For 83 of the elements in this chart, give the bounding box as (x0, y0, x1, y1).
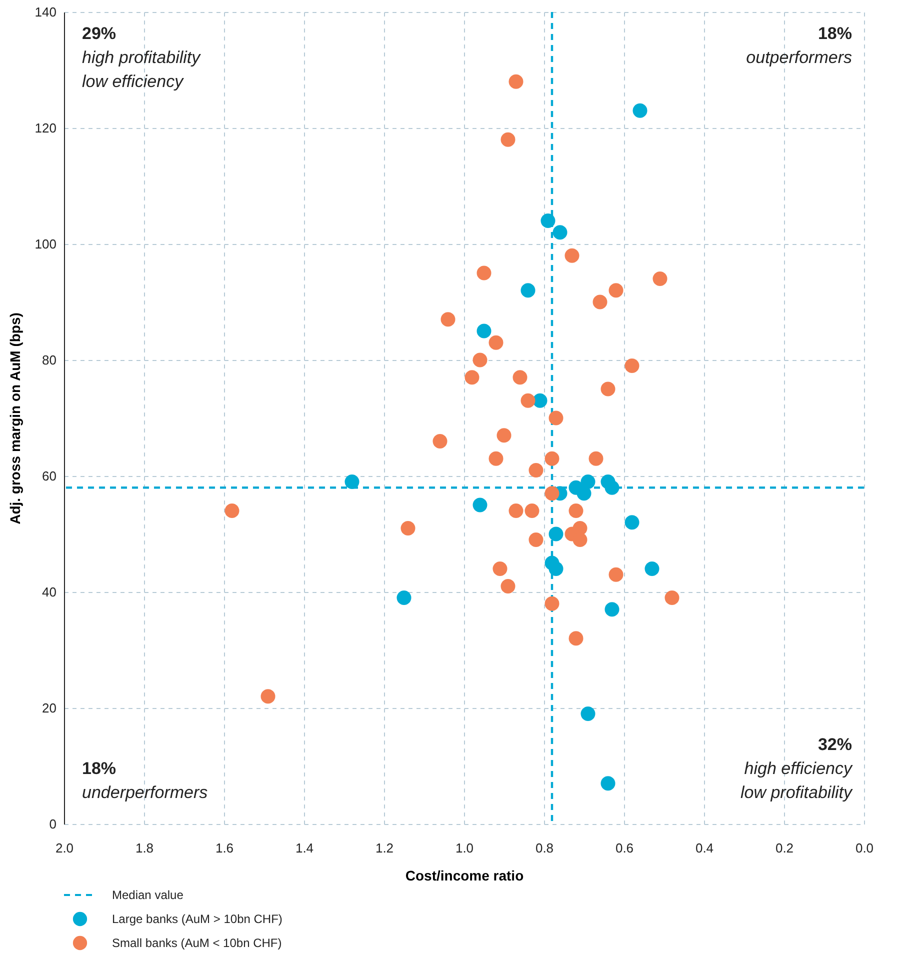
point (492, 562, 508, 576)
point (632, 103, 648, 118)
point (624, 515, 640, 530)
legend-label: Median value (112, 888, 184, 902)
point (572, 532, 588, 548)
point (580, 474, 596, 490)
point (580, 706, 596, 722)
x-tick-label: 0.8 (535, 840, 554, 856)
y-tick-label: 40 (42, 584, 56, 600)
y-tick-label: 120 (34, 120, 56, 136)
point (344, 474, 360, 490)
point (520, 283, 536, 298)
point (548, 562, 564, 576)
point (544, 596, 560, 611)
point (496, 428, 512, 443)
point (464, 370, 480, 385)
x-tick-label: 0.2 (775, 840, 794, 856)
point (528, 462, 544, 478)
point (600, 382, 616, 396)
point (500, 578, 516, 594)
point (608, 567, 624, 582)
point (568, 504, 584, 518)
point (600, 776, 616, 791)
x-tick-label: 1.0 (455, 840, 474, 856)
x-tick-label: 0.4 (695, 840, 714, 856)
x-tick-label: 1.2 (375, 840, 394, 856)
x-tick-label: 0.0 (855, 840, 874, 856)
point (472, 352, 488, 368)
point (524, 504, 540, 518)
x-tick-label: 1.8 (135, 840, 154, 856)
point (544, 451, 560, 466)
y-tick-label: 0 (49, 816, 56, 832)
point (400, 520, 416, 536)
point (532, 393, 548, 408)
point (624, 358, 640, 374)
point (552, 225, 568, 240)
legend-label: Small banks (AuM < 10bn CHF) (112, 936, 282, 950)
annotation: 18% underperformers (82, 759, 208, 802)
point (432, 434, 448, 448)
y-tick-label: 60 (42, 468, 56, 484)
x-tick-label: 1.6 (215, 840, 234, 856)
point (440, 312, 456, 327)
legend-label: Large banks (AuM > 10bn CHF) (112, 912, 282, 926)
point (500, 132, 516, 147)
x-tick-label: 0.6 (615, 840, 634, 856)
point (396, 590, 412, 606)
y-tick-label: 80 (42, 352, 56, 368)
x-tick-label: 1.4 (295, 840, 314, 856)
x-tick-label: 2.0 (55, 840, 74, 856)
y-tick-label: 100 (34, 236, 56, 252)
y-tick-label: 140 (34, 4, 56, 20)
point (512, 370, 528, 385)
y-axis-title: Adj. gross margin on AuM (bps) (6, 312, 23, 524)
point (260, 689, 276, 704)
point (508, 504, 524, 518)
point (544, 486, 560, 501)
point (520, 393, 536, 408)
point (548, 410, 564, 426)
point (608, 283, 624, 298)
point (568, 631, 584, 646)
point (652, 272, 668, 286)
annotation: 32% high efficiency low profitability (740, 735, 854, 802)
point (604, 602, 620, 617)
point (508, 74, 524, 89)
annotation: 18% outperformers (746, 24, 852, 67)
point (564, 248, 580, 263)
point (476, 324, 492, 338)
point (528, 532, 544, 548)
point (476, 266, 492, 280)
point (224, 504, 240, 518)
point (548, 526, 564, 542)
y-tick-label: 20 (42, 700, 56, 716)
x-axis-title: Cost/income ratio (405, 868, 524, 884)
point (644, 562, 660, 576)
point (592, 294, 608, 310)
annotation: 29% high profitability low efficiency (82, 24, 202, 91)
point (488, 335, 504, 350)
point (604, 480, 620, 495)
point (664, 590, 680, 606)
point (588, 451, 604, 466)
point (488, 451, 504, 466)
point (472, 498, 488, 512)
point (540, 214, 556, 228)
